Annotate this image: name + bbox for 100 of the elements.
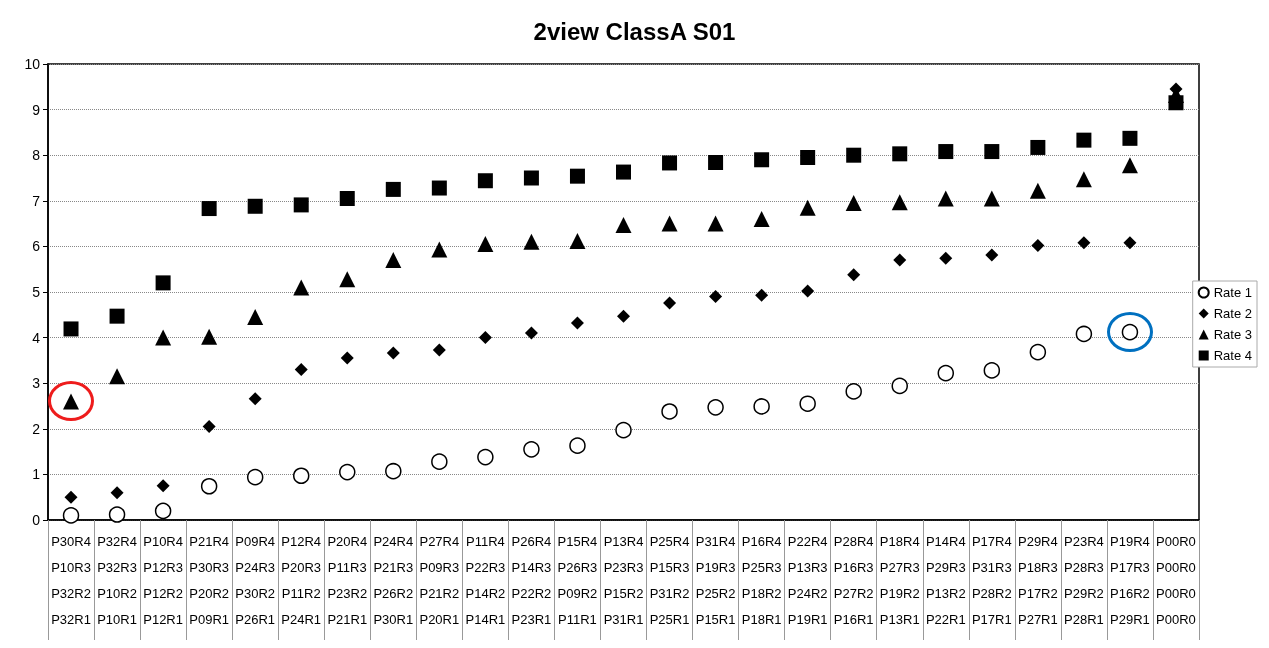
point [1029,343,1047,361]
point [156,479,170,493]
point [108,506,126,523]
y-tick-label: 10 [24,56,41,72]
point [523,441,540,458]
legend-label: Rate 3 [1213,327,1253,342]
point [754,152,770,168]
x-tick-label: P18R4 P27R3 P19R2 P13R1 [879,533,920,627]
legend-label: Rate 2 [1213,306,1253,321]
point [1168,95,1184,111]
x-tick-label: P23R4 P28R3 P29R2 P28R1 [1064,533,1104,627]
point [617,309,630,323]
x-tick-label: P20R4 P11R3 P23R2 P21R1 [327,533,368,627]
point [662,155,678,171]
point [846,147,862,163]
point [247,309,264,326]
point [755,288,769,302]
x-tick-label: P19R4 P17R3 P16R2 P29R1 [1110,533,1150,627]
x-tick-label: P24R4 P21R3 P26R2 P30R1 [373,533,414,627]
point [155,329,172,346]
point [892,146,908,162]
point [845,383,862,400]
x-tick-label: P09R4 P24R3 P30R2 P26R1 [235,533,276,627]
y-tick-label: 0 [32,512,41,528]
x-tick-label: P25R4 P15R3 P31R2 P25R1 [649,533,690,627]
point [246,468,264,486]
x-tick-label: P15R4 P26R3 P09R2 P11R1 [557,533,598,627]
point [339,463,356,481]
point [569,168,585,184]
point [432,343,446,357]
y-tick-label: 8 [32,147,41,164]
point [62,507,80,524]
point [202,420,216,434]
x-tick-label: P11R4 P22R3 P14R2 P14R1 [465,533,506,627]
point [799,395,816,412]
point [385,462,402,480]
point [847,268,861,282]
x-tick-label: P10R4 P12R3 P12R2 P12R1 [143,533,183,627]
point [431,180,447,196]
point [615,216,632,233]
point [293,279,310,296]
point [893,253,907,267]
point [110,486,124,500]
point [1031,238,1045,252]
point [1122,130,1138,146]
y-tick-label: 3 [32,375,41,392]
point [247,198,263,214]
point [431,453,448,470]
point [523,170,539,186]
x-tick-label: P17R4 P31R3 P28R2 P17R1 [971,533,1012,627]
x-tick-label: P00R0 P00R0 P00R0 P00R0 [1156,533,1196,627]
point [154,502,172,520]
legend-label: Rate 1 [1213,285,1253,300]
y-tick-label: 7 [32,192,41,209]
point [1075,171,1092,188]
point [248,392,262,406]
x-tick-label: P30R4 P10R3 P32R2 P32R1 [51,533,91,627]
point [983,190,1000,207]
point [800,149,816,165]
point [386,346,400,360]
point [200,478,218,495]
point [707,399,724,416]
point [616,164,631,180]
point [431,241,448,258]
point [1076,132,1092,148]
x-tick-label: P29R4 P18R3 P17R2 P27R1 [1017,533,1058,627]
point [709,290,723,304]
point [983,362,1001,379]
point [1075,325,1093,343]
point [477,448,494,466]
point [569,232,586,249]
point [663,296,677,310]
point [1029,182,1046,199]
x-tick-label: P26R4 P14R3 P22R2 P23R1 [511,533,552,627]
x-tick-label: P27R4 P09R3 P21R2 P20R1 [419,533,460,627]
point [292,467,310,485]
point [201,328,218,345]
point [339,191,355,207]
x-tick-label: P28R4 P16R3 P27R2 P16R1 [833,533,874,627]
point [891,194,908,211]
y-tick-label: 1 [32,466,41,483]
point [293,197,309,213]
point [707,215,724,232]
x-tick-label: P14R4 P29R3 P13R2 P22R1 [925,533,966,627]
y-tick-label: 9 [32,101,41,118]
y-tick-label: 6 [32,238,41,255]
point [385,181,401,197]
y-tick-label: 5 [32,284,41,300]
chart-title: 2view ClassA S01 [533,17,736,45]
point [570,316,584,330]
point [155,275,171,291]
point [938,144,954,160]
x-tick-label: P16R4 P25R3 P18R2 P18R1 [741,533,782,627]
point [1121,157,1138,174]
point [891,377,908,395]
point [753,211,770,228]
x-tick-label: P31R4 P19R3 P25R2 P15R1 [695,533,736,627]
point [340,351,354,365]
x-tick-label: P21R4 P30R3 P20R2 P09R1 [189,533,230,627]
point [937,190,954,207]
